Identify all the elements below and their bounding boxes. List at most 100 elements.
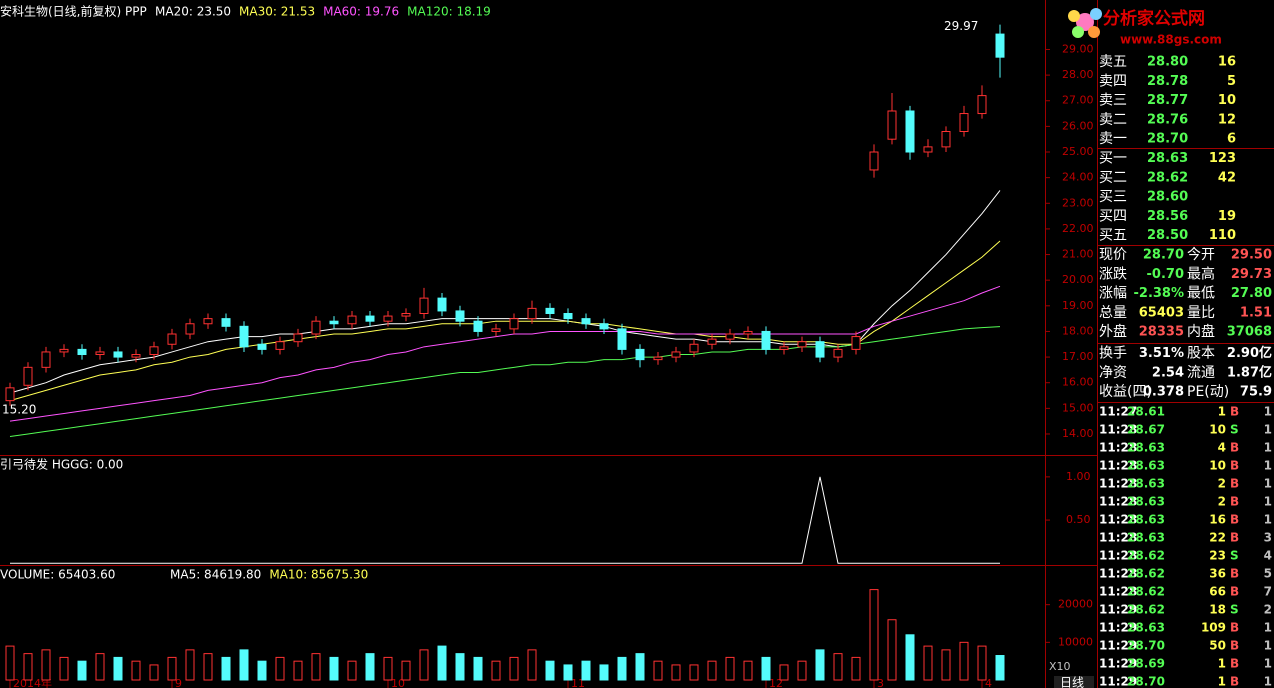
- book-price: 28.76: [1147, 112, 1188, 127]
- volume-bar: [275, 656, 285, 681]
- volume-bar: [239, 649, 249, 681]
- volume-bar: [131, 660, 141, 681]
- y-tick-label: 1.00: [1066, 470, 1091, 483]
- stat-value: 3.51%: [1139, 346, 1184, 361]
- trade-side: S: [1230, 423, 1239, 437]
- stat-value: 27.80: [1231, 286, 1272, 301]
- candle-body: [869, 151, 879, 171]
- trade-count: 1: [1264, 423, 1272, 437]
- stat-label: 现价: [1099, 247, 1127, 263]
- trade-price: 28.63: [1127, 441, 1165, 455]
- candle-body: [95, 351, 105, 356]
- volume-bar: [185, 649, 195, 681]
- ma-line: [9, 240, 1001, 402]
- tab-label[interactable]: 日线: [1060, 676, 1084, 688]
- trade-count: 1: [1264, 405, 1272, 419]
- candle-body: [743, 330, 753, 335]
- trade-side: B: [1230, 513, 1239, 527]
- book-volume: 6: [1227, 132, 1236, 147]
- book-label: 卖一: [1099, 131, 1127, 147]
- stat-label: 涨幅: [1099, 286, 1127, 302]
- book-price: 28.70: [1147, 132, 1188, 147]
- trade-count: 5: [1264, 567, 1272, 581]
- trade-price: 28.63: [1127, 477, 1165, 491]
- y-tick-label: 0.50: [1066, 513, 1091, 526]
- volume-bar: [383, 656, 393, 681]
- volume-bar: [959, 641, 969, 681]
- book-label: 买五: [1099, 228, 1127, 244]
- volume-bar: [905, 634, 915, 681]
- trade-price: 28.61: [1127, 405, 1165, 419]
- stat-label: 今开: [1187, 247, 1215, 263]
- candle-body: [707, 338, 717, 345]
- trade-count: 7: [1264, 585, 1272, 599]
- y-tick-label: 20.00: [1062, 273, 1094, 286]
- trade-price: 28.63: [1127, 459, 1165, 473]
- trade-time: 11:28: [1099, 459, 1137, 473]
- stat-value: -2.38%: [1134, 286, 1185, 301]
- trade-side: B: [1230, 531, 1239, 545]
- candle-body: [581, 318, 591, 325]
- book-price: 28.77: [1147, 93, 1188, 108]
- trade-time: 11:29: [1099, 675, 1137, 688]
- volume-bar: [995, 655, 1005, 681]
- y-tick-label: 25.00: [1062, 145, 1094, 158]
- trade-volume: 10: [1209, 459, 1226, 473]
- book-volume: 5: [1227, 74, 1236, 89]
- volume-bar: [311, 653, 321, 681]
- trade-time: 11:29: [1099, 657, 1137, 671]
- volume-bar: [437, 645, 447, 681]
- y-tick-label: 29.00: [1062, 42, 1094, 55]
- chart-title: 安科生物(日线,前复权) PPP: [0, 4, 147, 19]
- volume-bar: [671, 664, 681, 681]
- candle-body: [995, 33, 1005, 58]
- candle-body: [977, 95, 987, 115]
- candle-body: [185, 323, 195, 335]
- ma-label: MA10: 85675.30: [269, 568, 368, 582]
- trade-price: 28.70: [1127, 639, 1165, 653]
- stat-value: -0.70: [1147, 267, 1184, 282]
- trade-volume: 1: [1218, 675, 1226, 688]
- stat-label: 收益(四): [1099, 384, 1152, 400]
- volume-bar: [797, 660, 807, 681]
- trade-count: 1: [1264, 639, 1272, 653]
- trade-side: B: [1230, 459, 1239, 473]
- volume-bar: [473, 656, 483, 681]
- volume-bar: [59, 656, 69, 681]
- volume-bar: [545, 660, 555, 681]
- candle-body: [653, 356, 663, 361]
- stat-value: 2.54: [1152, 365, 1184, 380]
- y-tick-label: 23.00: [1062, 196, 1094, 209]
- trade-time: 11:28: [1099, 495, 1137, 509]
- trade-price: 28.62: [1127, 567, 1165, 581]
- trade-side: S: [1230, 549, 1239, 563]
- trade-side: B: [1230, 585, 1239, 599]
- candle-body: [437, 297, 447, 312]
- stat-value: 1.51: [1240, 305, 1272, 320]
- book-label: 卖二: [1099, 112, 1127, 128]
- trade-side: S: [1230, 603, 1239, 617]
- trade-time: 11:29: [1099, 621, 1137, 635]
- book-volume: 10: [1218, 93, 1236, 108]
- volume-bar: [257, 660, 267, 681]
- tab-box[interactable]: [1054, 676, 1094, 688]
- candle-body: [905, 110, 915, 153]
- candle-body: [149, 346, 159, 356]
- trade-side: B: [1230, 675, 1239, 688]
- y-tick-label: 14.00: [1062, 427, 1094, 440]
- candle-body: [257, 343, 267, 350]
- candle-body: [167, 333, 177, 345]
- volume-bar: [635, 653, 645, 681]
- volume-bar: [779, 664, 789, 681]
- trade-side: B: [1230, 567, 1239, 581]
- book-volume: 19: [1218, 209, 1236, 224]
- x-tick-label: 10: [391, 677, 405, 688]
- stat-value: 1.87亿: [1227, 364, 1272, 380]
- ma-label: MA60: 19.76: [323, 5, 399, 19]
- volume-bar: [887, 619, 897, 681]
- y-tick-label: 17.00: [1062, 350, 1094, 363]
- volume-bar: [365, 653, 375, 681]
- book-label: 买四: [1099, 208, 1127, 224]
- trade-side: B: [1230, 657, 1239, 671]
